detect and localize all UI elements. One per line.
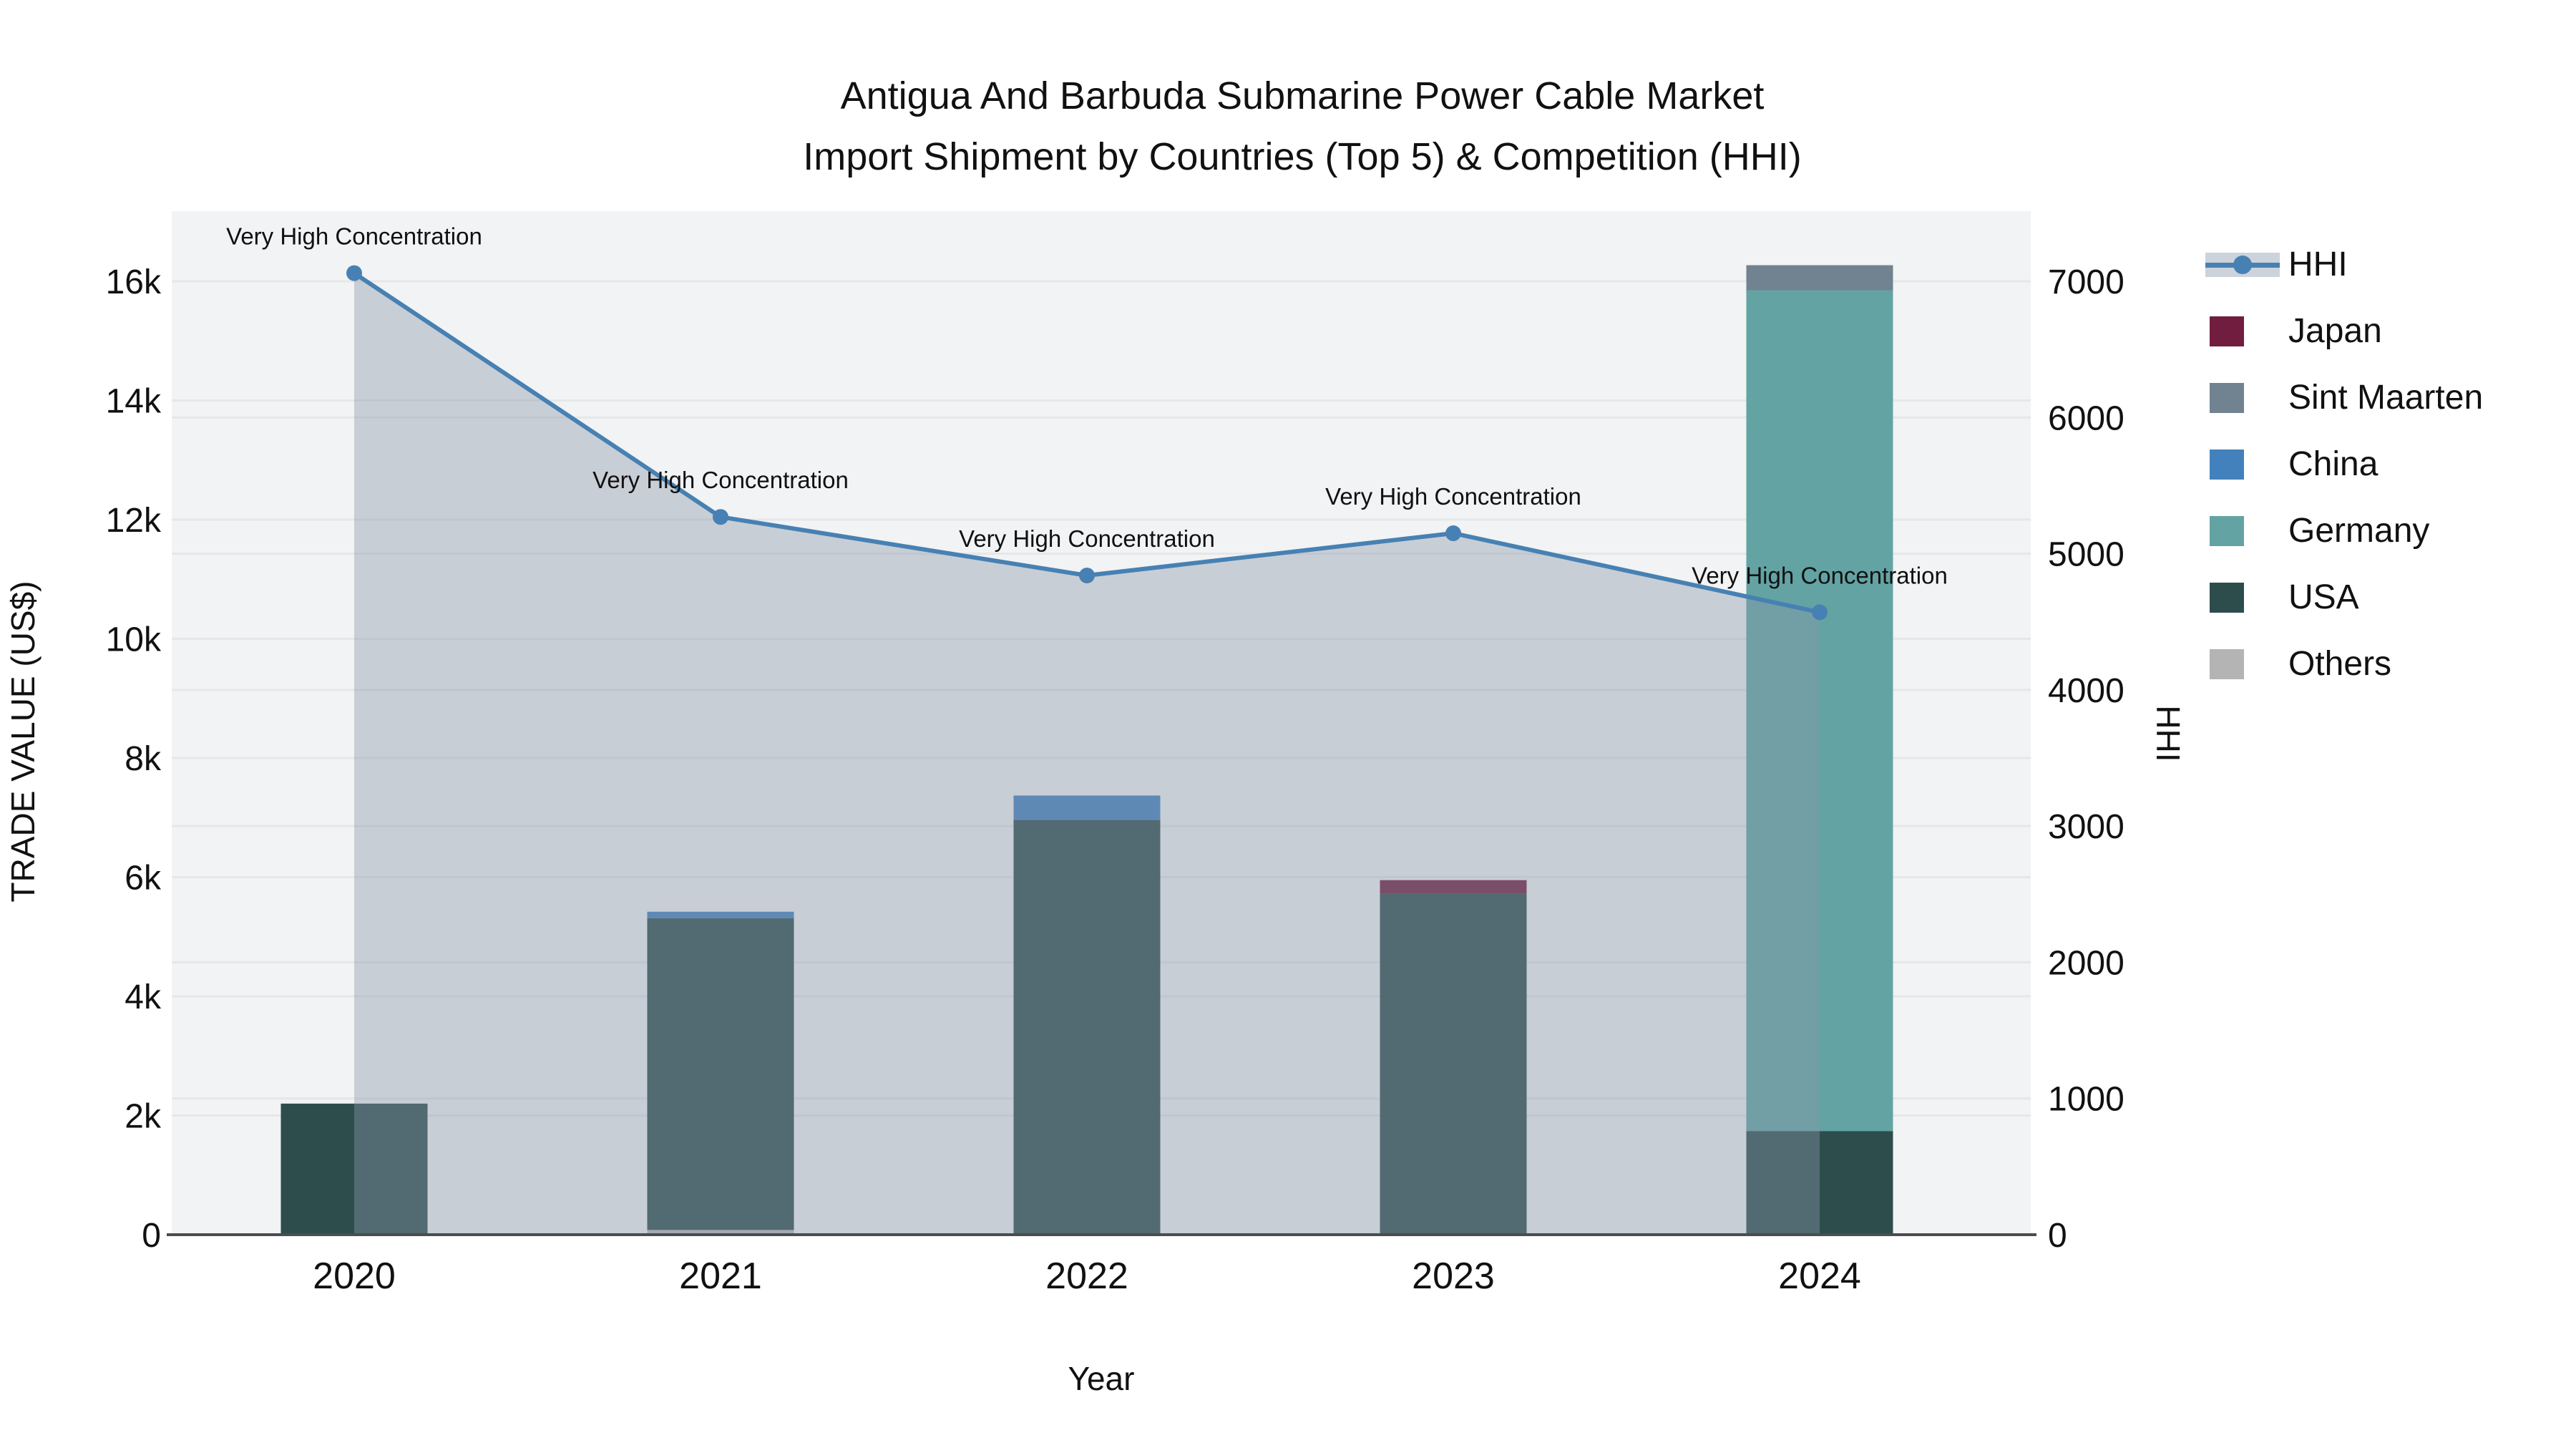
y-left-tick-14k: 14k bbox=[106, 383, 162, 421]
y-right-tick-6000: 6000 bbox=[2048, 399, 2124, 437]
y-left-tick-10k: 10k bbox=[106, 621, 162, 659]
y-left-tick-16k: 16k bbox=[106, 263, 162, 301]
x-tick-labels: 2020 2021 2022 2023 2024 bbox=[313, 1255, 1861, 1297]
legend-label: Germany bbox=[2288, 512, 2430, 550]
legend-item-sint-maarten[interactable]: Sint Maarten bbox=[2205, 364, 2483, 431]
chart-title-line2: Import Shipment by Countries (Top 5) & C… bbox=[803, 135, 1802, 178]
annotation-2024: Very High Concentration bbox=[1692, 562, 1948, 588]
annotation-2023: Very High Concentration bbox=[1325, 483, 1581, 510]
y-left-tick-0: 0 bbox=[142, 1217, 161, 1255]
hhi-line bbox=[346, 265, 1828, 621]
hhi-area-polygon bbox=[354, 273, 1820, 1235]
annotation-2021: Very High Concentration bbox=[592, 467, 849, 493]
y-left-tick-6k: 6k bbox=[125, 860, 162, 898]
legend-swatch-icon bbox=[2205, 648, 2285, 679]
chart-title-line1: Antigua And Barbuda Submarine Power Cabl… bbox=[841, 74, 1765, 117]
hhi-marker-2021[interactable] bbox=[713, 509, 728, 525]
bar-2022-usa[interactable] bbox=[1013, 820, 1161, 1235]
legend-item-germany[interactable]: Germany bbox=[2205, 497, 2483, 564]
y-right-tick-4000: 4000 bbox=[2048, 672, 2124, 710]
legend-label: USA bbox=[2288, 578, 2359, 616]
y-right-tick-1000: 1000 bbox=[2048, 1081, 2124, 1119]
x-tick-2022: 2022 bbox=[1045, 1255, 1128, 1297]
legend-label: Others bbox=[2288, 645, 2392, 683]
legend-swatch-icon bbox=[2205, 515, 2285, 546]
y-right-axis-title: HHI bbox=[2150, 705, 2187, 762]
y-left-axis-title: TRADE VALUE (US$) bbox=[4, 580, 42, 902]
x-tick-2020: 2020 bbox=[313, 1255, 396, 1297]
hhi-marker-2023[interactable] bbox=[1445, 525, 1461, 542]
legend-item-china[interactable]: China bbox=[2205, 431, 2483, 497]
y-right-tick-5000: 5000 bbox=[2048, 536, 2124, 574]
x-tick-2021: 2021 bbox=[679, 1255, 762, 1297]
legend-item-japan[interactable]: Japan bbox=[2205, 298, 2483, 364]
legend-label: HHI bbox=[2288, 246, 2348, 283]
bar-2024-germany[interactable] bbox=[1746, 290, 1893, 1132]
legend-label: China bbox=[2288, 445, 2379, 483]
x-tick-2024: 2024 bbox=[1778, 1255, 1861, 1297]
bar-2021-usa[interactable] bbox=[647, 918, 794, 1230]
y-left-tick-12k: 12k bbox=[106, 502, 162, 540]
legend-swatch-icon bbox=[2205, 382, 2285, 413]
legend-swatch-icon bbox=[2205, 582, 2285, 613]
hhi-marker-2024[interactable] bbox=[1812, 604, 1828, 621]
y-right-tick-3000: 3000 bbox=[2048, 808, 2124, 846]
bar-2023-japan[interactable] bbox=[1380, 880, 1527, 894]
stacked-bars bbox=[280, 265, 1893, 1235]
x-tick-2023: 2023 bbox=[1412, 1255, 1495, 1297]
legend-item-usa[interactable]: USA bbox=[2205, 564, 2483, 631]
hhi-marker-2022[interactable] bbox=[1079, 568, 1095, 584]
x-axis-title: Year bbox=[1068, 1360, 1135, 1397]
y-left-tick-4k: 4k bbox=[125, 978, 162, 1016]
legend-item-others[interactable]: Others bbox=[2205, 631, 2483, 697]
legend-label: Japan bbox=[2288, 312, 2382, 350]
bar-2021-china[interactable] bbox=[647, 911, 794, 918]
y-right-tick-2000: 2000 bbox=[2048, 944, 2124, 982]
legend-line-sample-icon bbox=[2205, 252, 2285, 277]
annotation-2020: Very High Concentration bbox=[226, 223, 482, 250]
hhi-marker-2020[interactable] bbox=[346, 265, 362, 281]
legend-swatch-icon bbox=[2205, 316, 2285, 346]
bar-2023-usa[interactable] bbox=[1380, 893, 1527, 1235]
y-right-tick-labels: 0 1000 2000 3000 4000 5000 6000 7000 bbox=[2048, 263, 2124, 1255]
annotations: Very High Concentration Very High Concent… bbox=[226, 223, 1948, 589]
y-left-tick-8k: 8k bbox=[125, 740, 162, 778]
legend-swatch-icon bbox=[2205, 449, 2285, 480]
y-left-tick-2k: 2k bbox=[125, 1098, 162, 1136]
bar-2020-usa[interactable] bbox=[280, 1103, 428, 1235]
y-right-tick-0: 0 bbox=[2048, 1217, 2067, 1255]
annotation-2022: Very High Concentration bbox=[959, 525, 1215, 552]
bar-2024-sint-maarten[interactable] bbox=[1746, 265, 1893, 291]
legend-label: Sint Maarten bbox=[2288, 379, 2484, 417]
legend: HHI Japan Sint Maarten China Germany USA Other… bbox=[2205, 231, 2483, 697]
legend-item-hhi[interactable]: HHI bbox=[2205, 231, 2483, 298]
bar-2021-others[interactable] bbox=[647, 1230, 794, 1235]
bar-2022-china[interactable] bbox=[1013, 795, 1161, 820]
y-left-tick-labels: 0 2k 4k 6k 8k 10k 12k 14k 16k bbox=[106, 263, 162, 1255]
hhi-area-fill bbox=[354, 273, 1820, 1235]
y-right-tick-7000: 7000 bbox=[2048, 263, 2124, 301]
bar-2024-usa[interactable] bbox=[1746, 1131, 1893, 1235]
